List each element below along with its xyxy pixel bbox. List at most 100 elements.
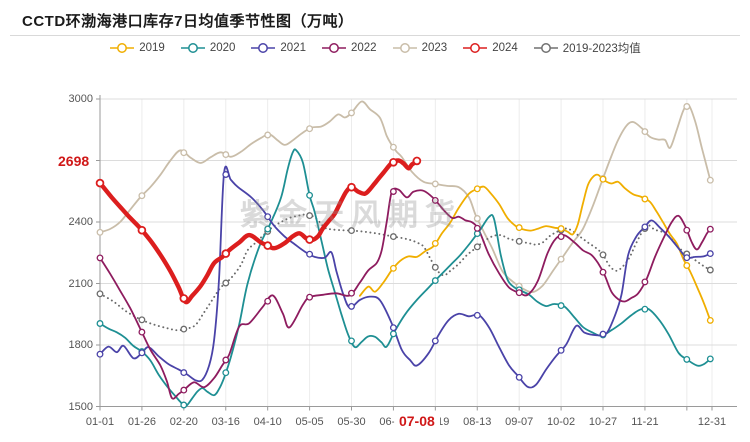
marker-2020 — [96, 320, 104, 327]
marker-2022 — [264, 297, 272, 305]
legend-item-2020[interactable]: 2020 — [180, 42, 236, 54]
marker-2021 — [180, 369, 188, 377]
marker-2024 — [305, 235, 314, 244]
legend-item-label: 2020 — [209, 42, 236, 54]
marker-2022 — [473, 224, 481, 232]
gridlines — [99, 98, 737, 407]
legend-item-2021[interactable]: 2021 — [250, 42, 306, 54]
marker-2022 — [138, 328, 146, 336]
marker-2022 — [306, 293, 314, 301]
marker-2022 — [348, 289, 355, 297]
marker-2021 — [348, 302, 355, 310]
x-axis-label-03-16: 03-16 — [211, 416, 240, 428]
marker-2022 — [557, 233, 565, 241]
marker-2022 — [706, 225, 714, 233]
legend-item-mean[interactable]: 2019-2023均值 — [533, 40, 641, 56]
marker-2023 — [557, 255, 565, 263]
marker-2020 — [557, 302, 565, 310]
marker-2022 — [431, 196, 439, 204]
marker-2021 — [96, 350, 104, 358]
marker-2023 — [683, 103, 691, 110]
marker-2019 — [431, 239, 439, 247]
marker-2023 — [138, 192, 146, 200]
marker-2020 — [641, 305, 649, 313]
legend-line-marker-icon — [322, 43, 346, 53]
legend-item-label: 2019-2023均值 — [562, 43, 641, 55]
marker-2022 — [389, 188, 397, 195]
legend-line-marker-icon — [463, 43, 488, 53]
marker-2021 — [641, 223, 649, 231]
marker-2021 — [306, 250, 314, 258]
marker-2022 — [180, 386, 188, 394]
x-axis-label-01-01: 01-01 — [85, 416, 115, 428]
marker-2024 — [179, 294, 189, 303]
legend-line-marker-icon — [251, 43, 276, 53]
series-markers — [95, 103, 714, 409]
y-axis-label-3000: 3000 — [68, 93, 93, 105]
marker-2023 — [706, 176, 714, 184]
marker-mean — [348, 227, 355, 235]
marker-2020 — [348, 337, 355, 345]
marker-2024 — [137, 225, 147, 235]
y-axis-label-2400: 2400 — [68, 216, 93, 228]
marker-2023 — [180, 149, 188, 157]
marker-2022 — [222, 356, 230, 364]
marker-2019 — [599, 175, 607, 183]
marker-mean — [515, 237, 523, 245]
x-axis-label-11-21: 11-21 — [631, 416, 659, 428]
marker-2019 — [706, 316, 714, 324]
marker-2019 — [683, 262, 691, 269]
marker-2024 — [412, 156, 422, 166]
series-line-2021 — [99, 165, 712, 389]
series-lines — [97, 100, 712, 408]
x-axis-label-05-30: 05-30 — [337, 416, 366, 428]
x-axis-label-05-05: 05-05 — [295, 416, 324, 428]
y-axis-label-1500: 1500 — [68, 400, 93, 413]
marker-2021 — [515, 373, 523, 381]
marker-2020 — [264, 225, 272, 233]
marker-2019 — [515, 224, 523, 232]
marker-2021 — [683, 254, 691, 262]
marker-2024 — [95, 178, 105, 188]
marker-2020 — [706, 355, 714, 363]
y-axis-label-1800: 1800 — [68, 339, 93, 351]
legend-item-label: 2024 — [492, 42, 518, 54]
axes — [96, 95, 737, 411]
legend-line-marker-icon — [110, 43, 135, 53]
chart-legend: 2019 2020 2021 2022 2023 2024 2019-2023均值 — [0, 40, 750, 56]
marker-2021 — [706, 250, 714, 258]
marker-2023 — [264, 131, 272, 139]
marker-2023 — [389, 143, 397, 151]
marker-mean — [431, 263, 439, 271]
title-divider — [10, 35, 740, 36]
marker-2020 — [389, 330, 397, 338]
marker-2023 — [641, 128, 649, 136]
marker-2024 — [221, 249, 231, 258]
marker-2019 — [641, 195, 649, 203]
series-line-2024 — [97, 158, 420, 305]
marker-2021 — [473, 311, 481, 319]
marker-2023 — [431, 180, 439, 188]
legend-item-2022[interactable]: 2022 — [321, 42, 377, 54]
x-axis-current-date-label: 07-08 — [393, 413, 440, 429]
marker-2021 — [264, 213, 272, 221]
marker-2022 — [515, 289, 523, 297]
legend-item-label: 2021 — [280, 42, 306, 54]
marker-mean — [96, 290, 104, 298]
legend-line-marker-icon — [180, 43, 205, 53]
marker-2023 — [306, 125, 314, 133]
marker-2019 — [473, 185, 481, 193]
legend-item-2023[interactable]: 2023 — [392, 42, 447, 54]
legend-item-2024[interactable]: 2024 — [462, 42, 518, 54]
x-axis-label-12-31: 12-31 — [697, 416, 727, 428]
marker-2023 — [222, 151, 230, 159]
marker-mean — [306, 212, 314, 220]
marker-2021 — [557, 346, 565, 354]
marker-2022 — [96, 254, 104, 262]
series-line-2020 — [99, 148, 712, 408]
marker-mean — [138, 316, 146, 324]
marker-mean — [180, 325, 188, 333]
legend-item-2019[interactable]: 2019 — [109, 42, 165, 54]
